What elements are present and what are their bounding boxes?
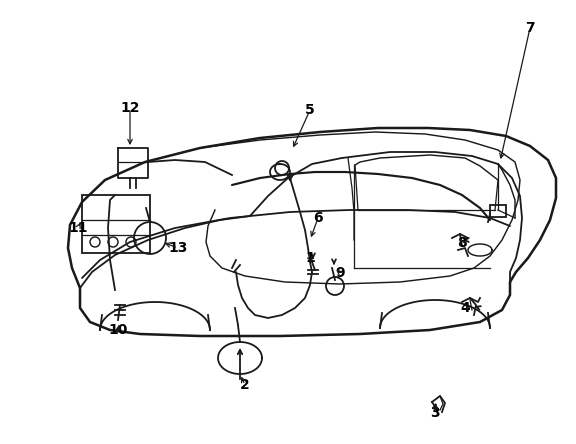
Text: 7: 7 bbox=[525, 21, 535, 35]
Bar bbox=[490, 205, 506, 217]
Text: 5: 5 bbox=[305, 103, 315, 117]
Text: 9: 9 bbox=[335, 266, 345, 280]
Text: 1: 1 bbox=[305, 251, 315, 265]
Text: 6: 6 bbox=[313, 211, 323, 225]
Text: 10: 10 bbox=[108, 323, 128, 337]
Text: 2: 2 bbox=[240, 378, 250, 392]
Text: 4: 4 bbox=[460, 301, 470, 315]
Text: 11: 11 bbox=[68, 221, 88, 235]
Bar bbox=[82, 195, 150, 253]
Text: 12: 12 bbox=[120, 101, 140, 115]
Text: 8: 8 bbox=[457, 236, 467, 250]
Text: 13: 13 bbox=[168, 241, 188, 255]
Text: 3: 3 bbox=[430, 406, 440, 420]
